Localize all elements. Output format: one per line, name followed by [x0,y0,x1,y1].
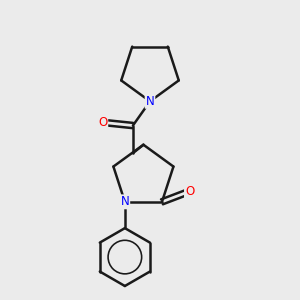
Text: N: N [146,95,154,108]
Text: O: O [185,185,194,198]
Text: O: O [98,116,107,129]
Text: N: N [121,195,129,208]
